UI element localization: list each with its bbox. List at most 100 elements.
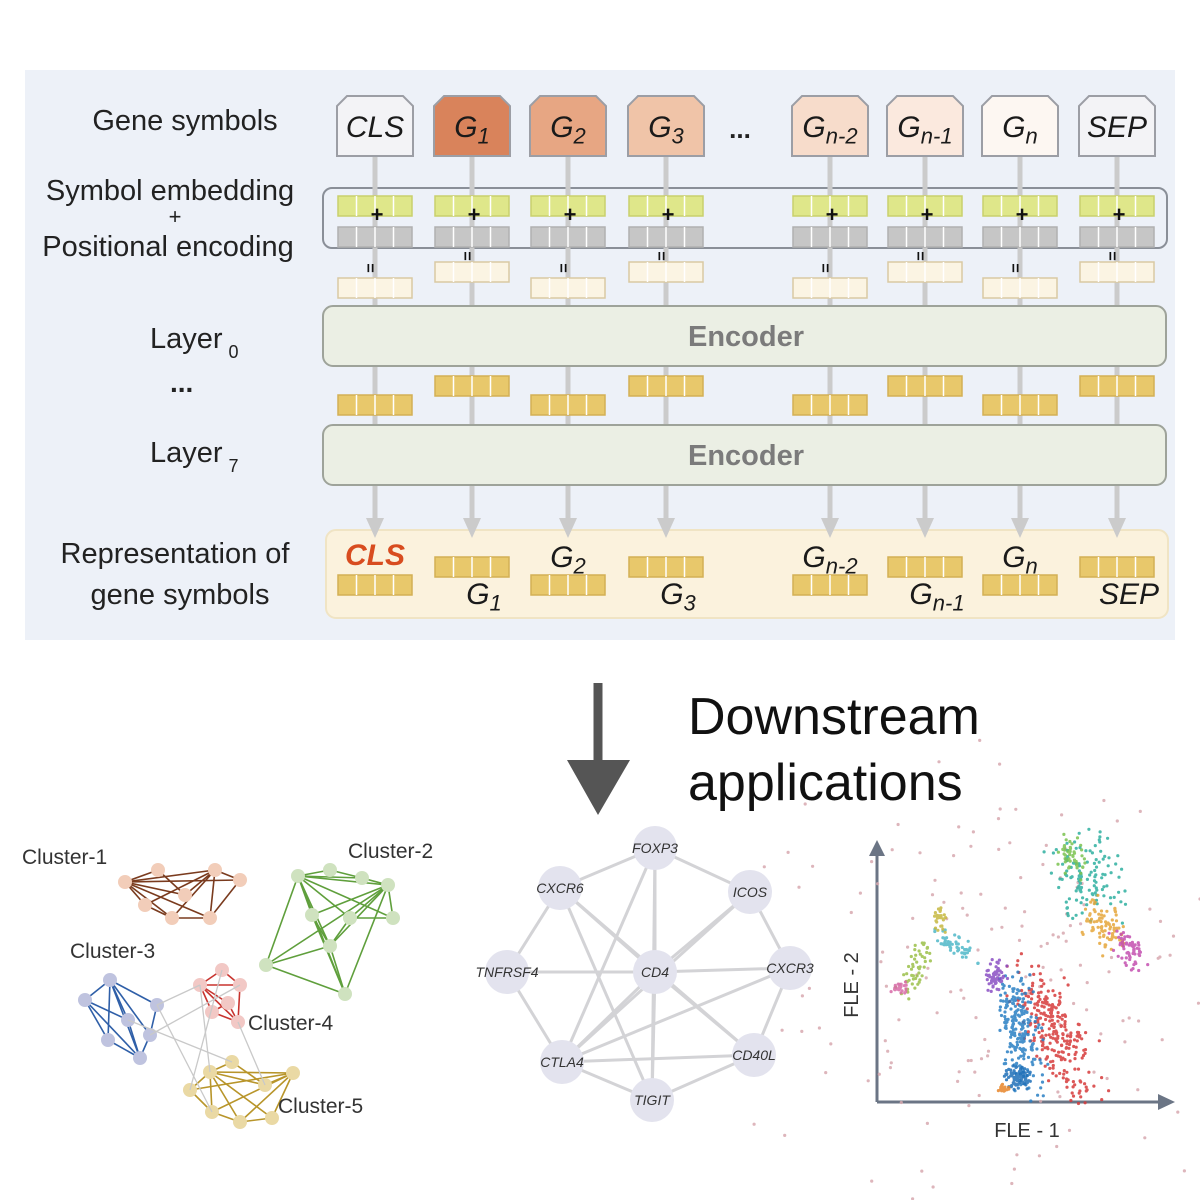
scatter-point bbox=[1118, 943, 1122, 947]
scatter-point bbox=[935, 913, 939, 918]
scatter-point bbox=[1027, 986, 1031, 990]
scatter-point bbox=[1013, 998, 1018, 1003]
scatter-point bbox=[1038, 1016, 1043, 1020]
scatter-point bbox=[926, 966, 930, 970]
inter-cluster-edge bbox=[237, 1021, 266, 1086]
scatter-point bbox=[1074, 863, 1079, 867]
cluster-edge bbox=[107, 979, 111, 1041]
scatter-point bbox=[1008, 1042, 1012, 1046]
scatter-point bbox=[1067, 1128, 1072, 1132]
scatter-point bbox=[1044, 843, 1048, 848]
scatter-point bbox=[1070, 875, 1074, 879]
scatter-point bbox=[1085, 1088, 1089, 1092]
scatter-point bbox=[1052, 1049, 1056, 1053]
flow-arrow-head bbox=[366, 518, 384, 538]
scatter-point bbox=[1021, 982, 1025, 986]
scatter-point bbox=[985, 978, 989, 982]
scatter-point bbox=[1032, 972, 1036, 977]
scatter-point bbox=[909, 967, 914, 971]
scatter-red-loop bbox=[1005, 952, 1111, 1106]
scatter-point bbox=[1059, 1024, 1063, 1028]
representation-label: Gn-2 bbox=[802, 541, 857, 579]
scatter-point bbox=[1087, 827, 1091, 831]
scatter-point bbox=[1097, 860, 1101, 864]
scatter-point bbox=[1100, 876, 1104, 880]
scatter-point bbox=[1064, 1046, 1068, 1050]
scatter-point bbox=[884, 984, 889, 988]
scatter-point bbox=[1117, 890, 1121, 894]
scatter-point bbox=[1013, 1004, 1018, 1008]
scatter-point bbox=[1137, 968, 1141, 973]
scatter-point bbox=[1073, 1067, 1077, 1071]
scatter-point bbox=[1050, 1024, 1054, 1028]
cluster-2: Cluster-2 bbox=[259, 840, 433, 1001]
scatter-point bbox=[1113, 910, 1118, 914]
representation-label-sub: 3 bbox=[684, 591, 697, 616]
scatter-point bbox=[913, 948, 917, 952]
scatter-point bbox=[1003, 1010, 1007, 1014]
scatter-point bbox=[1014, 807, 1018, 811]
cluster-edge bbox=[209, 1071, 266, 1086]
scatter-point bbox=[1066, 1078, 1070, 1082]
cluster-node bbox=[355, 871, 369, 885]
equals-sign: = bbox=[1103, 251, 1120, 260]
scatter-point bbox=[824, 1071, 828, 1075]
scatter-point bbox=[1079, 871, 1083, 875]
representation-label-main: SEP bbox=[1099, 578, 1159, 611]
scatter-point bbox=[1109, 938, 1113, 942]
scatter-point bbox=[1120, 921, 1124, 925]
scatter-point bbox=[913, 986, 917, 990]
scatter-point bbox=[913, 957, 917, 961]
scatter-point bbox=[904, 983, 908, 987]
cluster-node bbox=[286, 1066, 300, 1080]
plus-sign: + bbox=[1113, 202, 1126, 227]
cluster-node bbox=[291, 869, 305, 883]
token-card bbox=[791, 95, 869, 157]
scatter-point bbox=[1098, 935, 1102, 939]
scatter-point bbox=[1062, 844, 1067, 848]
token-label-main: G bbox=[897, 111, 920, 144]
scatter-point bbox=[1107, 1089, 1111, 1093]
scatter-point bbox=[1032, 1036, 1036, 1040]
scatter-point bbox=[1121, 942, 1125, 946]
scatter-point bbox=[1080, 1056, 1084, 1060]
scatter-point bbox=[974, 1016, 978, 1020]
flow-arrow-head bbox=[1011, 518, 1029, 538]
token-card bbox=[981, 95, 1059, 157]
scatter-point bbox=[1085, 860, 1089, 864]
cluster-node bbox=[121, 1013, 135, 1027]
scatter-point bbox=[1025, 1007, 1029, 1011]
scatter-olive-branch bbox=[894, 941, 933, 1001]
scatter-point bbox=[1056, 1034, 1060, 1038]
scatter-point bbox=[963, 951, 967, 955]
scatter-point bbox=[1081, 896, 1085, 900]
token-label: G3 bbox=[648, 111, 684, 149]
scatter-point bbox=[1020, 1012, 1024, 1017]
representation-label: G1 bbox=[466, 578, 502, 616]
scatter-point bbox=[1099, 913, 1104, 917]
network-node-label: CD4 bbox=[641, 964, 669, 980]
scatter-point bbox=[1036, 1003, 1040, 1007]
scatter-point bbox=[950, 942, 954, 946]
network-node bbox=[538, 866, 582, 910]
cluster-5: Cluster-5 bbox=[183, 1055, 363, 1129]
scatter-point bbox=[1099, 909, 1104, 913]
scatter-point bbox=[1083, 861, 1087, 865]
scatter-point bbox=[1013, 996, 1017, 1000]
scatter-point bbox=[1109, 871, 1113, 875]
scatter-point bbox=[1097, 1039, 1101, 1043]
scatter-point bbox=[1068, 1059, 1072, 1063]
scatter-point bbox=[920, 954, 924, 959]
cluster-edge bbox=[329, 884, 389, 947]
scatter-point bbox=[990, 979, 994, 983]
scatter-point bbox=[1077, 1035, 1081, 1039]
scatter-point bbox=[1063, 871, 1067, 875]
representation-label: G2 bbox=[550, 541, 586, 579]
scatter-point bbox=[1092, 1084, 1096, 1088]
scatter-point bbox=[1068, 1035, 1073, 1039]
scatter-point bbox=[897, 1018, 901, 1022]
scatter-point bbox=[1068, 839, 1072, 844]
scatter-point bbox=[909, 954, 913, 959]
representation-label-sub: n-2 bbox=[826, 554, 858, 579]
scatter-point bbox=[1089, 920, 1093, 924]
